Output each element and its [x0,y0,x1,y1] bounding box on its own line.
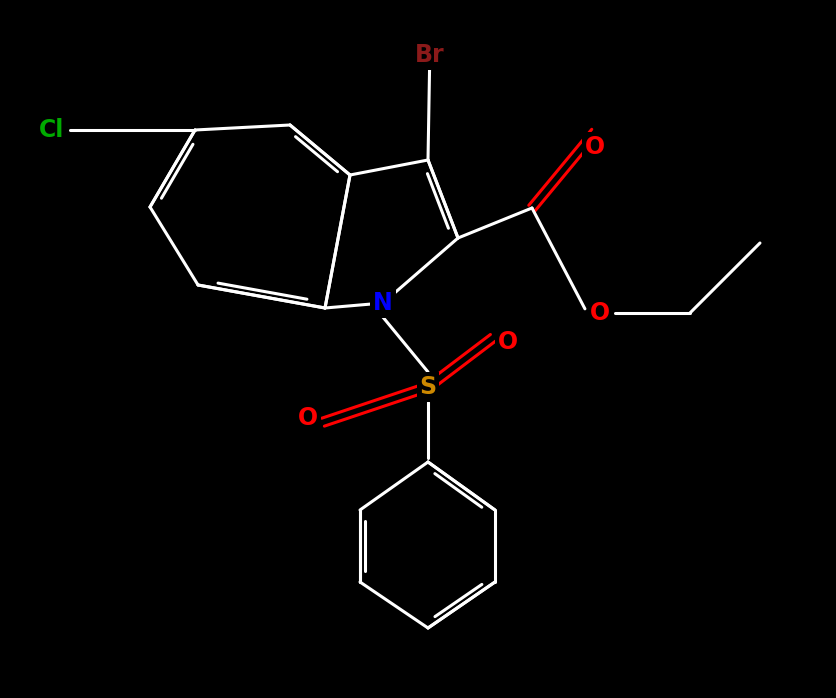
Text: O: O [498,330,518,354]
Text: O: O [585,135,605,159]
Text: Cl: Cl [39,118,64,142]
Text: S: S [420,375,436,399]
Text: N: N [373,291,393,315]
Text: Br: Br [415,43,445,67]
Text: O: O [590,301,610,325]
Text: O: O [298,406,318,430]
